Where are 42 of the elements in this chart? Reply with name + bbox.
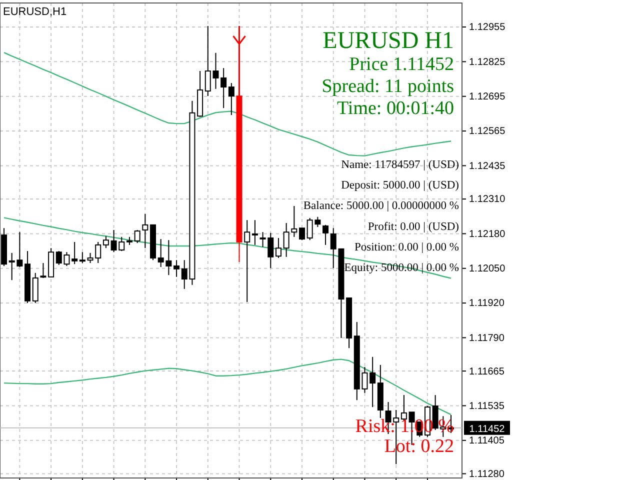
annotation: EURUSD H1	[322, 28, 454, 54]
candlestick	[32, 272, 38, 304]
line-series	[3, 52, 452, 156]
annotation: Time: 00:01:40	[336, 98, 454, 119]
y-tick-label: 1.11920	[469, 298, 505, 310]
candlestick	[370, 356, 376, 408]
candlestick	[72, 241, 78, 265]
y-tick-label: 1.11665	[469, 366, 505, 378]
candlestick	[252, 220, 258, 246]
candlestick	[244, 220, 250, 302]
y-tick-label: 1.12310	[469, 194, 506, 206]
y-tick-label: 1.12955	[469, 22, 506, 34]
y-tick-label: 1.12435	[469, 160, 506, 172]
y-tick-label: 1.12825	[469, 56, 506, 68]
candlestick	[228, 82, 234, 116]
y-tick-label: 1.12180	[469, 228, 506, 240]
candlestick	[40, 262, 46, 278]
candlestick	[79, 252, 86, 264]
candlestick	[299, 228, 305, 241]
candlestick	[134, 229, 140, 244]
y-tick-label: 1.12565	[469, 126, 506, 138]
candlestick	[322, 224, 329, 246]
y-tick-label: 1.11280	[469, 468, 505, 480]
ref-line-label: 1.11452	[469, 424, 506, 435]
annotation: Price 1.11452	[349, 54, 454, 75]
candlestick	[142, 213, 148, 249]
y-tick-label: 1.11535	[469, 400, 505, 412]
y-tick-label: 1.12050	[469, 264, 506, 275]
annotation: Balance: 5000.00 | 0.00000000 %	[303, 200, 460, 212]
candlestick	[102, 236, 109, 249]
annotation: Profit: 0.00 | (USD)	[368, 220, 460, 233]
y-tick-label: 1.11405	[469, 436, 505, 447]
y-tick-label: 1.12695	[469, 92, 506, 103]
annotation: Name: 11784597 | (USD)	[341, 159, 460, 171]
candlestick	[174, 260, 180, 278]
chart-title: EURUSD,H1	[3, 6, 67, 18]
annotation: Deposit: 5000.00 | (USD)	[341, 180, 460, 192]
candlestick	[220, 68, 227, 109]
annotation: Spread: 11 points	[322, 76, 454, 97]
annotation: Position: 0.00 | 0.00 %	[354, 241, 460, 254]
candlestick	[275, 237, 282, 258]
y-tick-label: 1.11790	[469, 332, 505, 344]
